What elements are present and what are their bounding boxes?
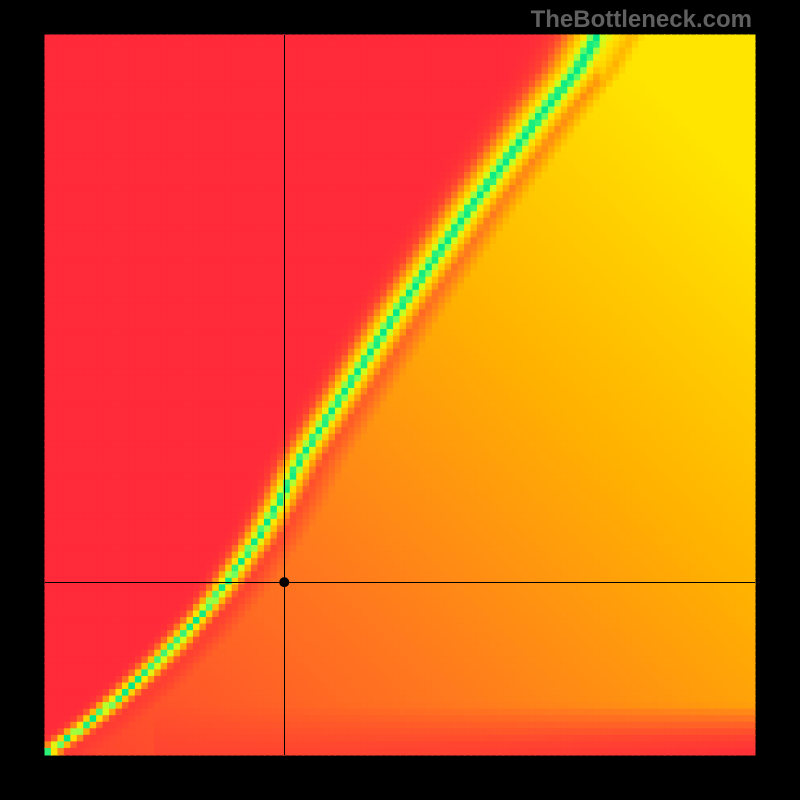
bottleneck-heatmap bbox=[0, 0, 800, 800]
watermark-text: TheBottleneck.com bbox=[531, 6, 752, 34]
